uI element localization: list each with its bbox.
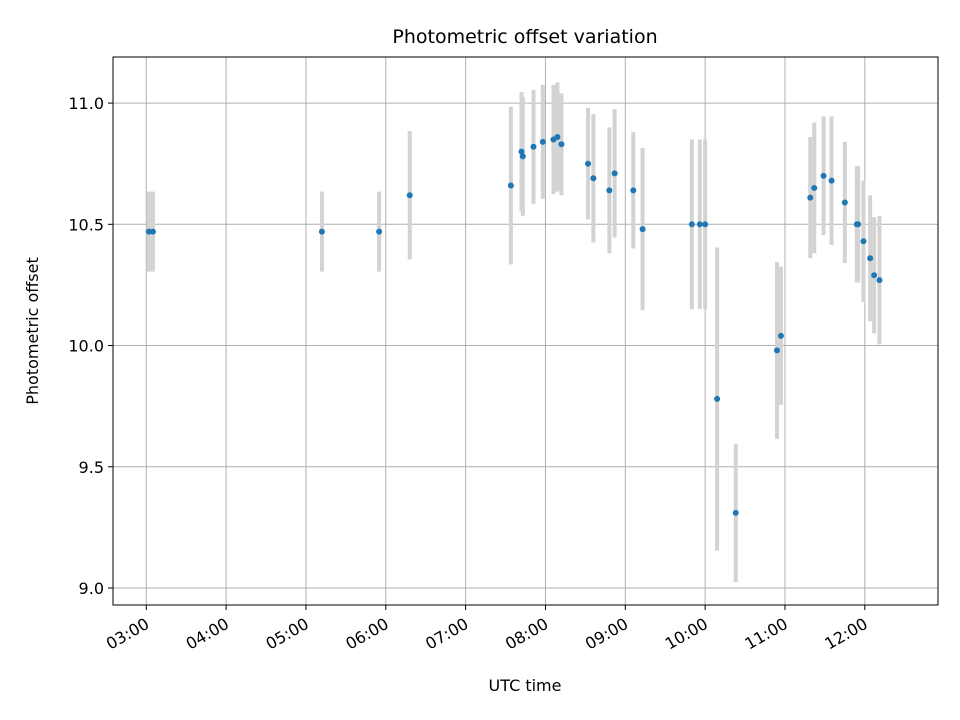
data-point [519, 153, 526, 160]
data-point [867, 255, 874, 262]
y-tick-label: 9.0 [79, 579, 104, 598]
y-tick-label: 10.0 [68, 337, 104, 356]
data-point [871, 272, 878, 279]
data-point [539, 138, 546, 145]
y-tick-label: 11.0 [68, 94, 104, 113]
data-point [558, 141, 565, 148]
y-axis-label: Photometric offset [23, 257, 42, 405]
chart-title: Photometric offset variation [392, 26, 657, 48]
data-point [855, 221, 862, 228]
grid [113, 57, 938, 605]
data-point [777, 332, 784, 339]
y-axis-ticks: 9.0 9.5 10.0 10.5 11.0 [68, 94, 113, 598]
data-point [841, 199, 848, 206]
data-point [688, 221, 695, 228]
data-point [507, 182, 514, 189]
data-point [876, 277, 883, 284]
data-point [702, 221, 709, 228]
data-point [773, 347, 780, 354]
y-tick-label: 10.5 [68, 215, 104, 234]
data-point [518, 148, 525, 155]
plot-frame [112, 56, 939, 606]
data-point [732, 509, 739, 516]
data-point [606, 187, 613, 194]
data-point [828, 177, 835, 184]
data-point [585, 160, 592, 167]
y-tick-label: 9.5 [79, 458, 104, 477]
data-point [376, 228, 383, 235]
data-point [590, 175, 597, 182]
data-point [639, 226, 646, 233]
data-point [630, 187, 637, 194]
data-point [807, 194, 814, 201]
data-point [530, 143, 537, 150]
data-points [145, 134, 883, 516]
data-point [554, 134, 561, 141]
x-axis-label: UTC time [489, 676, 562, 695]
data-point [318, 228, 325, 235]
data-point [611, 170, 618, 177]
data-point [860, 238, 867, 245]
data-point [406, 192, 413, 199]
data-point [149, 228, 156, 235]
data-point [714, 395, 721, 402]
data-point [696, 221, 703, 228]
data-point [811, 184, 818, 191]
data-point [820, 172, 827, 179]
